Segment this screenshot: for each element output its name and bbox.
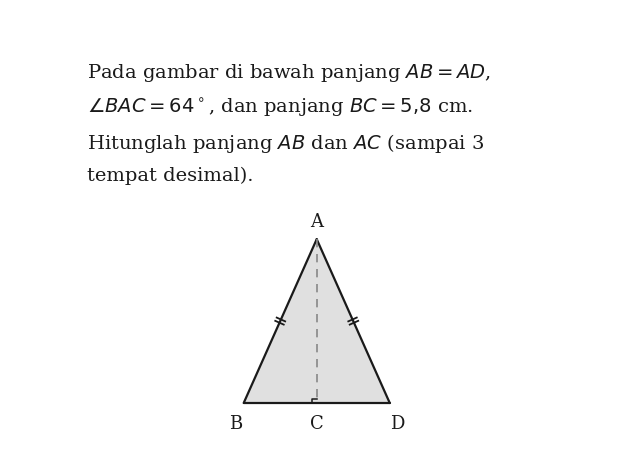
Text: $\angle BAC = 64^\circ$, dan panjang $BC = 5{,}8$ cm.: $\angle BAC = 64^\circ$, dan panjang $BC… [87, 97, 473, 120]
Text: Pada gambar di bawah panjang $AB = AD$,: Pada gambar di bawah panjang $AB = AD$, [87, 62, 491, 84]
Text: A: A [310, 213, 323, 231]
Text: tempat desimal).: tempat desimal). [87, 167, 253, 185]
Text: C: C [310, 415, 324, 433]
Text: Hitunglah panjang $AB$ dan $AC$ (sampai 3: Hitunglah panjang $AB$ dan $AC$ (sampai … [87, 132, 484, 155]
Text: B: B [229, 415, 242, 433]
Text: D: D [391, 415, 405, 433]
Polygon shape [243, 239, 390, 403]
